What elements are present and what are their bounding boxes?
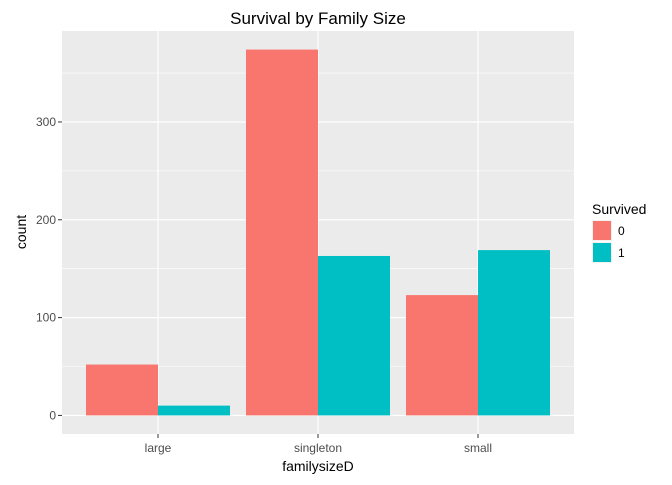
legend-title: Survived bbox=[592, 201, 646, 217]
y-tick-label: 300 bbox=[36, 115, 56, 129]
legend-label: 1 bbox=[618, 246, 625, 260]
x-tick-label: small bbox=[464, 441, 492, 455]
bar-large-survived-1 bbox=[158, 405, 230, 416]
bar-small-survived-0 bbox=[406, 295, 478, 416]
legend-key-survived-0 bbox=[593, 221, 611, 240]
y-tick-label: 200 bbox=[36, 213, 56, 227]
bars bbox=[86, 49, 550, 416]
chart-title: Survival by Family Size bbox=[230, 9, 406, 28]
x-tick-label: singleton bbox=[294, 441, 342, 455]
y-tick-label: 100 bbox=[36, 311, 56, 325]
bar-small-survived-1 bbox=[478, 250, 550, 416]
legend-label: 0 bbox=[618, 224, 625, 238]
y-axis-title: count bbox=[13, 215, 29, 249]
bar-large-survived-0 bbox=[86, 364, 158, 416]
bar-singleton-survived-0 bbox=[246, 49, 318, 416]
bar-singleton-survived-1 bbox=[318, 255, 390, 416]
x-axis-title: familysizeD bbox=[282, 458, 354, 474]
x-tick-label: large bbox=[145, 441, 172, 455]
x-axis-ticks: large singleton small bbox=[145, 434, 492, 455]
y-axis-ticks: 0 100 200 300 bbox=[36, 115, 62, 422]
legend: Survived 01 bbox=[592, 201, 646, 263]
y-tick-label: 0 bbox=[49, 408, 56, 422]
legend-items: 01 bbox=[592, 220, 625, 263]
legend-key-survived-1 bbox=[593, 243, 611, 262]
